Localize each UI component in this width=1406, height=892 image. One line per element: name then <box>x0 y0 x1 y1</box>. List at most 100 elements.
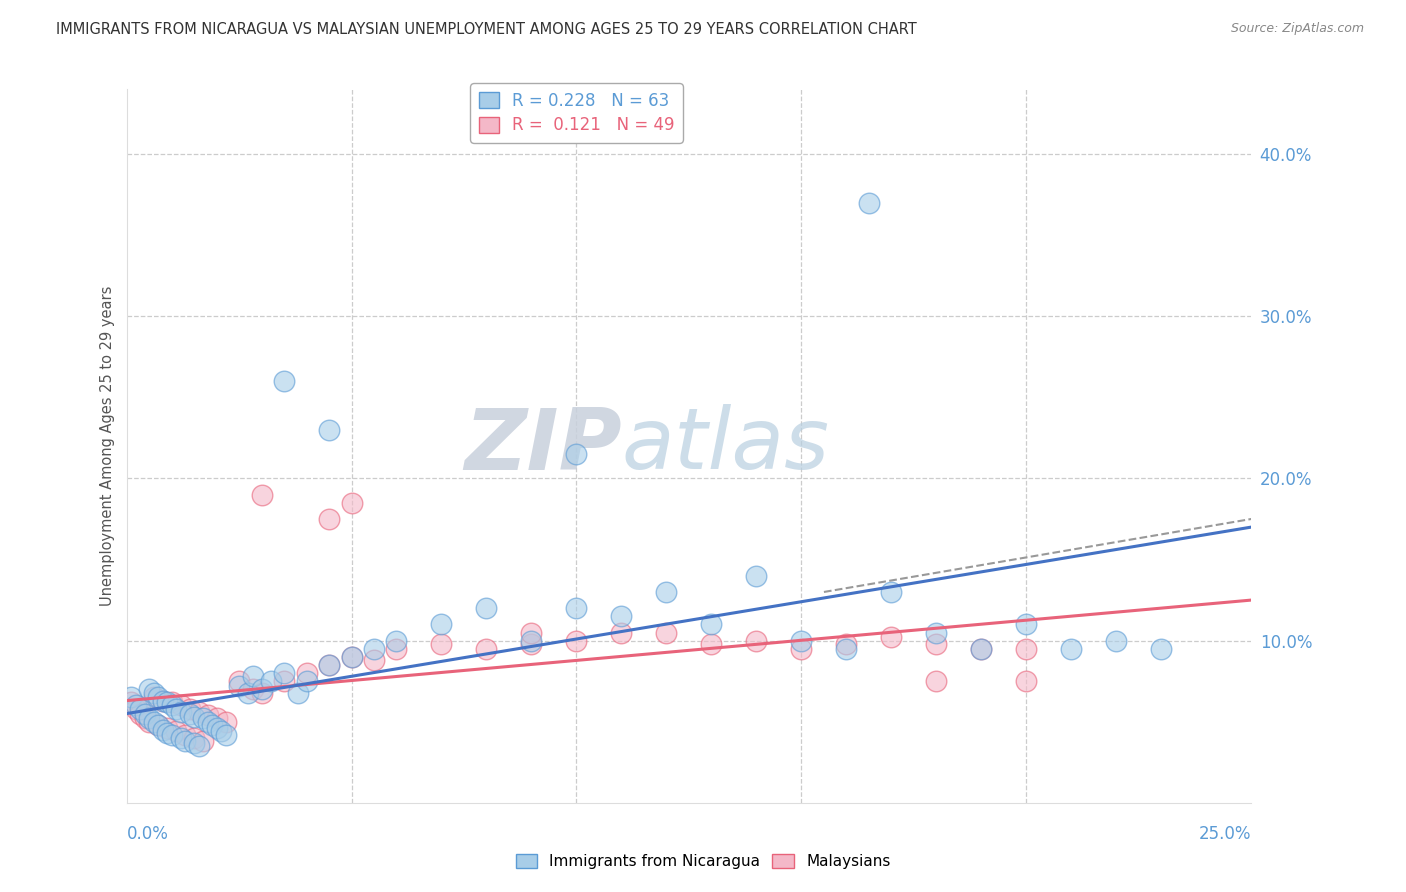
Point <box>340 649 363 664</box>
Point <box>925 625 948 640</box>
Point <box>430 617 453 632</box>
Point <box>475 601 498 615</box>
Legend: Immigrants from Nicaragua, Malaysians: Immigrants from Nicaragua, Malaysians <box>509 848 897 875</box>
Point <box>197 714 219 729</box>
Point <box>318 423 340 437</box>
Point <box>1105 633 1128 648</box>
Point <box>363 653 385 667</box>
Point <box>183 731 205 745</box>
Point <box>160 698 183 713</box>
Text: ZIP: ZIP <box>464 404 621 488</box>
Point <box>242 682 264 697</box>
Point <box>295 666 318 681</box>
Point <box>880 585 903 599</box>
Point <box>363 641 385 656</box>
Point <box>242 669 264 683</box>
Point <box>134 706 156 721</box>
Point <box>165 724 187 739</box>
Point <box>610 625 633 640</box>
Point <box>1015 674 1038 689</box>
Point <box>273 374 295 388</box>
Text: IMMIGRANTS FROM NICARAGUA VS MALAYSIAN UNEMPLOYMENT AMONG AGES 25 TO 29 YEARS CO: IMMIGRANTS FROM NICARAGUA VS MALAYSIAN U… <box>56 22 917 37</box>
Point <box>201 718 224 732</box>
Point <box>187 705 209 719</box>
Point <box>152 693 174 707</box>
Point <box>146 718 169 732</box>
Point <box>134 711 156 725</box>
Point <box>385 633 408 648</box>
Point <box>142 690 165 705</box>
Point <box>142 714 165 729</box>
Point <box>169 705 191 719</box>
Point <box>179 702 201 716</box>
Point <box>1060 641 1083 656</box>
Point <box>655 625 678 640</box>
Point <box>179 706 201 721</box>
Point <box>138 714 160 729</box>
Point <box>970 641 993 656</box>
Point <box>1150 641 1173 656</box>
Point <box>209 724 232 739</box>
Point <box>228 679 250 693</box>
Point <box>475 641 498 656</box>
Point <box>165 702 187 716</box>
Point <box>565 601 588 615</box>
Point <box>197 708 219 723</box>
Point <box>152 723 174 737</box>
Point <box>160 695 183 709</box>
Text: 0.0%: 0.0% <box>127 825 169 843</box>
Point <box>129 706 152 721</box>
Point <box>174 728 197 742</box>
Point <box>925 637 948 651</box>
Point <box>565 447 588 461</box>
Point <box>191 711 214 725</box>
Point <box>160 728 183 742</box>
Point <box>565 633 588 648</box>
Point <box>340 649 363 664</box>
Point <box>790 641 813 656</box>
Point <box>430 637 453 651</box>
Point <box>340 496 363 510</box>
Point <box>520 637 543 651</box>
Point <box>205 711 228 725</box>
Point <box>858 195 880 210</box>
Point <box>120 695 142 709</box>
Point <box>700 637 723 651</box>
Point <box>925 674 948 689</box>
Point <box>318 512 340 526</box>
Point <box>835 637 858 651</box>
Text: 25.0%: 25.0% <box>1199 825 1251 843</box>
Point <box>214 714 236 729</box>
Point <box>273 666 295 681</box>
Point <box>169 731 191 745</box>
Point <box>250 488 273 502</box>
Point <box>120 690 142 705</box>
Point <box>191 734 214 748</box>
Point <box>250 685 273 699</box>
Point <box>259 674 281 689</box>
Point <box>152 693 174 707</box>
Legend: R = 0.228   N = 63, R =  0.121   N = 49: R = 0.228 N = 63, R = 0.121 N = 49 <box>470 83 683 143</box>
Point <box>970 641 993 656</box>
Point <box>250 682 273 697</box>
Point <box>205 721 228 735</box>
Point <box>183 736 205 750</box>
Point <box>138 682 160 697</box>
Point <box>295 674 318 689</box>
Point <box>385 641 408 656</box>
Point <box>745 568 768 582</box>
Point <box>273 674 295 689</box>
Point <box>610 609 633 624</box>
Point <box>790 633 813 648</box>
Point <box>169 698 191 713</box>
Point <box>174 734 197 748</box>
Point <box>520 633 543 648</box>
Point <box>142 685 165 699</box>
Point <box>156 695 179 709</box>
Point <box>183 710 205 724</box>
Point <box>520 625 543 640</box>
Point <box>835 641 858 656</box>
Point <box>318 657 340 672</box>
Point <box>124 702 146 716</box>
Point <box>156 721 179 735</box>
